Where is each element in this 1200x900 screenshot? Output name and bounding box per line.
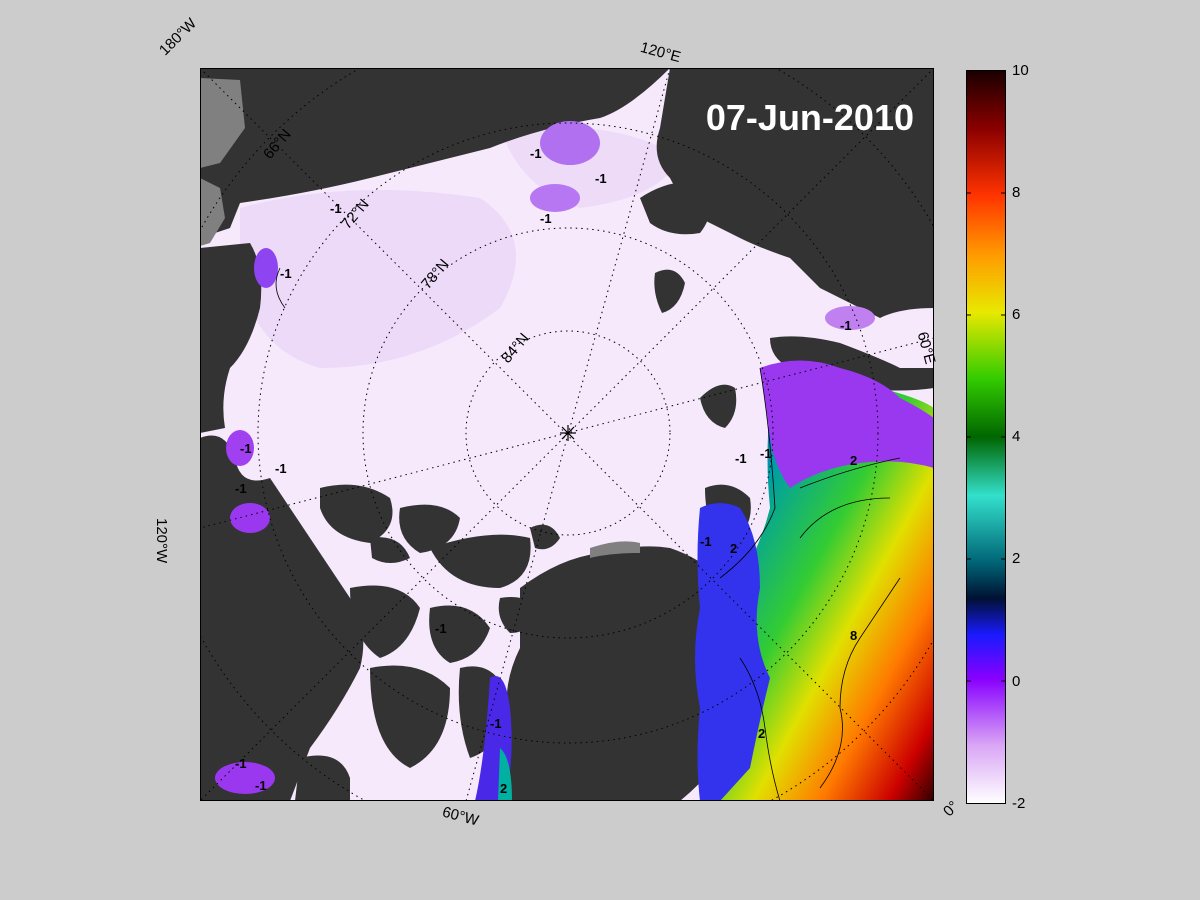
colorbar-tick-label: -2 [1012, 795, 1026, 812]
contour-lines [275, 267, 901, 801]
island [399, 504, 460, 553]
island [320, 484, 393, 543]
colorbar-tick-label: 0 [1012, 673, 1021, 690]
latitude-circle [465, 330, 671, 536]
latitude-grid [200, 68, 934, 801]
longitude-line [200, 68, 934, 801]
contour-label: 8 [850, 628, 857, 643]
contour-label: -1 [700, 534, 712, 549]
contour-label: -1 [275, 461, 287, 476]
land-mass-greenland [505, 546, 749, 801]
marginal-ice-patch [230, 503, 270, 533]
contour-label: 2 [730, 541, 737, 556]
shelf-area [200, 178, 225, 246]
island [530, 524, 560, 550]
date-label: 07-Jun-2010 [706, 97, 914, 138]
island [370, 537, 410, 563]
island [350, 585, 420, 658]
marginal-ice-patch [226, 430, 254, 466]
colorbar-tick-label: 6 [1012, 306, 1021, 323]
colorbar-tick-label: 8 [1012, 184, 1021, 201]
contour-line [739, 657, 781, 801]
pole-star-icon [560, 425, 576, 441]
land-mass [656, 68, 934, 318]
marginal-ice-patch [215, 762, 275, 794]
contour-label: -1 [530, 146, 542, 161]
contour-label: -1 [280, 266, 292, 281]
contour-label: -1 [840, 318, 852, 333]
longitude-line [200, 68, 934, 801]
contour-label: -1 [435, 621, 447, 636]
marginal-ice-patch [530, 184, 580, 212]
colorbar-tick-label: 4 [1012, 428, 1021, 445]
contour-label: 2 [758, 726, 765, 741]
longitude-label: 180°W [155, 15, 200, 59]
contour-label: -1 [235, 756, 247, 771]
island [370, 665, 450, 768]
contour-label: -1 [255, 778, 267, 793]
longitude-label: 120°W [153, 518, 170, 564]
contour-line [275, 267, 286, 309]
longitude-label: 60°W [440, 803, 481, 830]
colorbar [966, 70, 1006, 804]
contour-label: -1 [540, 211, 552, 226]
land-mass [200, 243, 262, 433]
contour-label: -1 [735, 451, 747, 466]
colorbar-tick-label: 10 [1012, 62, 1029, 79]
contour-label: -1 [490, 716, 502, 731]
contour-line [799, 497, 891, 539]
contour-label: -1 [760, 446, 772, 461]
contour-line [719, 367, 776, 579]
contour-line [819, 577, 901, 789]
island [430, 534, 531, 588]
colorbar-gradient [966, 70, 1006, 804]
latitude-circle [362, 227, 774, 639]
island-franz-josef [654, 269, 685, 313]
contour-label: -1 [240, 441, 252, 456]
marginal-ice-zone [760, 360, 934, 488]
contour-label: 2 [500, 781, 507, 796]
land-mass [770, 336, 934, 391]
island-svalbard [700, 384, 737, 428]
map-panel: 66°N 72°N 78°N 84°N -1 -1 -1 -1 -1 -1 -1… [200, 68, 934, 801]
shelf-area [590, 541, 640, 558]
shelf-area [200, 78, 245, 168]
contour-label: -1 [330, 201, 342, 216]
colorbar-tick-label: 2 [1012, 550, 1021, 567]
island [429, 605, 490, 663]
longitude-label: 0° [940, 797, 963, 821]
polar-map: 66°N 72°N 78°N 84°N -1 -1 -1 -1 -1 -1 -1… [200, 68, 934, 801]
contour-label: -1 [235, 481, 247, 496]
contour-line [799, 457, 901, 489]
longitude-label: 120°E [638, 38, 683, 67]
land-mass-taimyr [640, 182, 710, 235]
marginal-ice-patch [825, 306, 875, 330]
marginal-ice-patch [254, 248, 278, 288]
baffin-bay-strip-warm [498, 748, 512, 801]
ice-tint-area [240, 190, 516, 368]
island [295, 755, 350, 801]
contour-label: -1 [595, 171, 607, 186]
contour-label: 2 [850, 453, 857, 468]
latitude-circle [257, 122, 879, 744]
marginal-ice-patch [540, 121, 600, 165]
land-mass [200, 68, 934, 238]
